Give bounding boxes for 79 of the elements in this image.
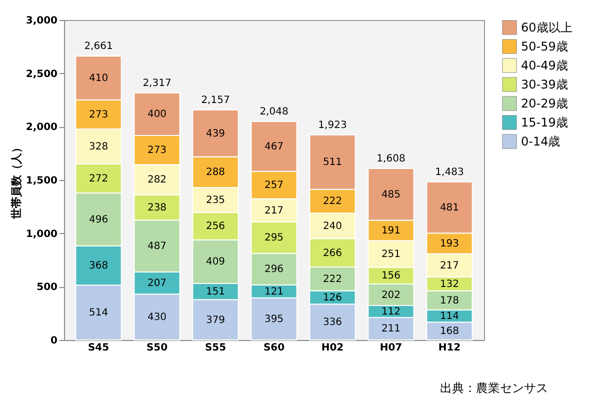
data-label: 272 xyxy=(88,174,108,185)
x-tick-label: H02 xyxy=(321,342,344,354)
data-label: 395 xyxy=(264,314,284,325)
source-note: 出典：農業センサス xyxy=(440,380,548,397)
legend-label: 0-14歳 xyxy=(521,134,560,148)
data-label: 266 xyxy=(322,248,342,259)
data-label: 487 xyxy=(147,241,167,252)
data-label: 481 xyxy=(440,202,460,214)
y-tick-label: 2,500 xyxy=(26,68,58,80)
legend-label: 60歳以上 xyxy=(521,20,572,34)
data-label: 240 xyxy=(322,220,342,232)
y-tick-label: 2,000 xyxy=(26,122,58,134)
data-label: 251 xyxy=(381,248,401,260)
data-label: 256 xyxy=(206,221,226,232)
x-tick-label: S50 xyxy=(146,342,168,354)
x-tick-label: H07 xyxy=(380,342,402,354)
y-tick-label: 1,000 xyxy=(26,228,58,240)
data-label: 282 xyxy=(147,174,167,186)
total-label: 2,048 xyxy=(260,106,288,118)
total-label: 2,157 xyxy=(201,94,230,106)
data-label: 191 xyxy=(381,225,401,236)
data-label: 112 xyxy=(381,306,401,318)
data-label: 211 xyxy=(381,324,401,335)
data-label: 132 xyxy=(440,278,460,290)
legend-label: 50-59歳 xyxy=(521,40,568,54)
y-tick-label: 500 xyxy=(36,282,58,294)
data-label: 151 xyxy=(206,286,226,298)
data-label: 193 xyxy=(440,238,460,250)
data-label: 273 xyxy=(147,145,167,156)
data-label: 217 xyxy=(264,205,284,216)
data-label: 126 xyxy=(322,292,342,304)
data-label: 235 xyxy=(206,195,226,206)
data-label: 114 xyxy=(440,311,460,322)
data-label: 156 xyxy=(381,270,401,282)
y-axis-title: 世帯員数（人） xyxy=(10,142,23,220)
data-label: 328 xyxy=(88,142,108,153)
y-tick-label: 0 xyxy=(50,336,58,346)
data-label: 336 xyxy=(322,317,342,328)
data-label: 430 xyxy=(147,312,167,324)
data-label: 222 xyxy=(322,274,342,285)
y-tick-label: 1,500 xyxy=(26,176,58,186)
legend-label: 20-29歳 xyxy=(521,96,568,110)
data-label: 168 xyxy=(440,326,460,338)
data-label: 202 xyxy=(381,290,401,301)
data-label: 217 xyxy=(440,260,460,272)
total-label: 2,317 xyxy=(142,78,172,89)
data-label: 238 xyxy=(147,202,167,214)
data-label: 368 xyxy=(88,260,108,272)
data-label: 409 xyxy=(206,256,226,268)
data-label: 410 xyxy=(88,73,108,84)
data-label: 439 xyxy=(206,128,226,140)
y-tick-label: 3,000 xyxy=(26,16,58,26)
data-label: 121 xyxy=(264,286,284,298)
x-tick-label: H12 xyxy=(438,342,461,354)
data-label: 511 xyxy=(322,157,342,168)
data-label: 273 xyxy=(88,109,108,120)
data-label: 379 xyxy=(206,314,226,326)
legend-label: 30-39歳 xyxy=(521,78,568,92)
data-label: 288 xyxy=(206,167,226,178)
legend-label: 40-49歳 xyxy=(521,58,568,72)
data-label: 485 xyxy=(381,189,401,200)
x-tick-label: S60 xyxy=(263,342,285,354)
total-label: 1,923 xyxy=(318,120,347,131)
data-label: 496 xyxy=(88,214,108,226)
data-label: 296 xyxy=(264,264,284,276)
data-label: 207 xyxy=(147,278,167,290)
x-tick-label: S45 xyxy=(88,342,110,354)
data-label: 178 xyxy=(440,295,460,306)
total-label: 2,661 xyxy=(84,41,113,52)
total-label: 1,483 xyxy=(435,166,464,178)
data-label: 467 xyxy=(264,141,284,152)
legend-label: 15-19歳 xyxy=(521,116,568,130)
data-label: 514 xyxy=(88,308,108,319)
x-tick-label: S55 xyxy=(204,342,226,354)
data-label: 295 xyxy=(264,232,284,244)
data-label: 400 xyxy=(147,109,167,120)
data-label: 257 xyxy=(264,180,284,192)
total-label: 1,608 xyxy=(376,153,406,164)
data-label: 222 xyxy=(322,196,342,208)
